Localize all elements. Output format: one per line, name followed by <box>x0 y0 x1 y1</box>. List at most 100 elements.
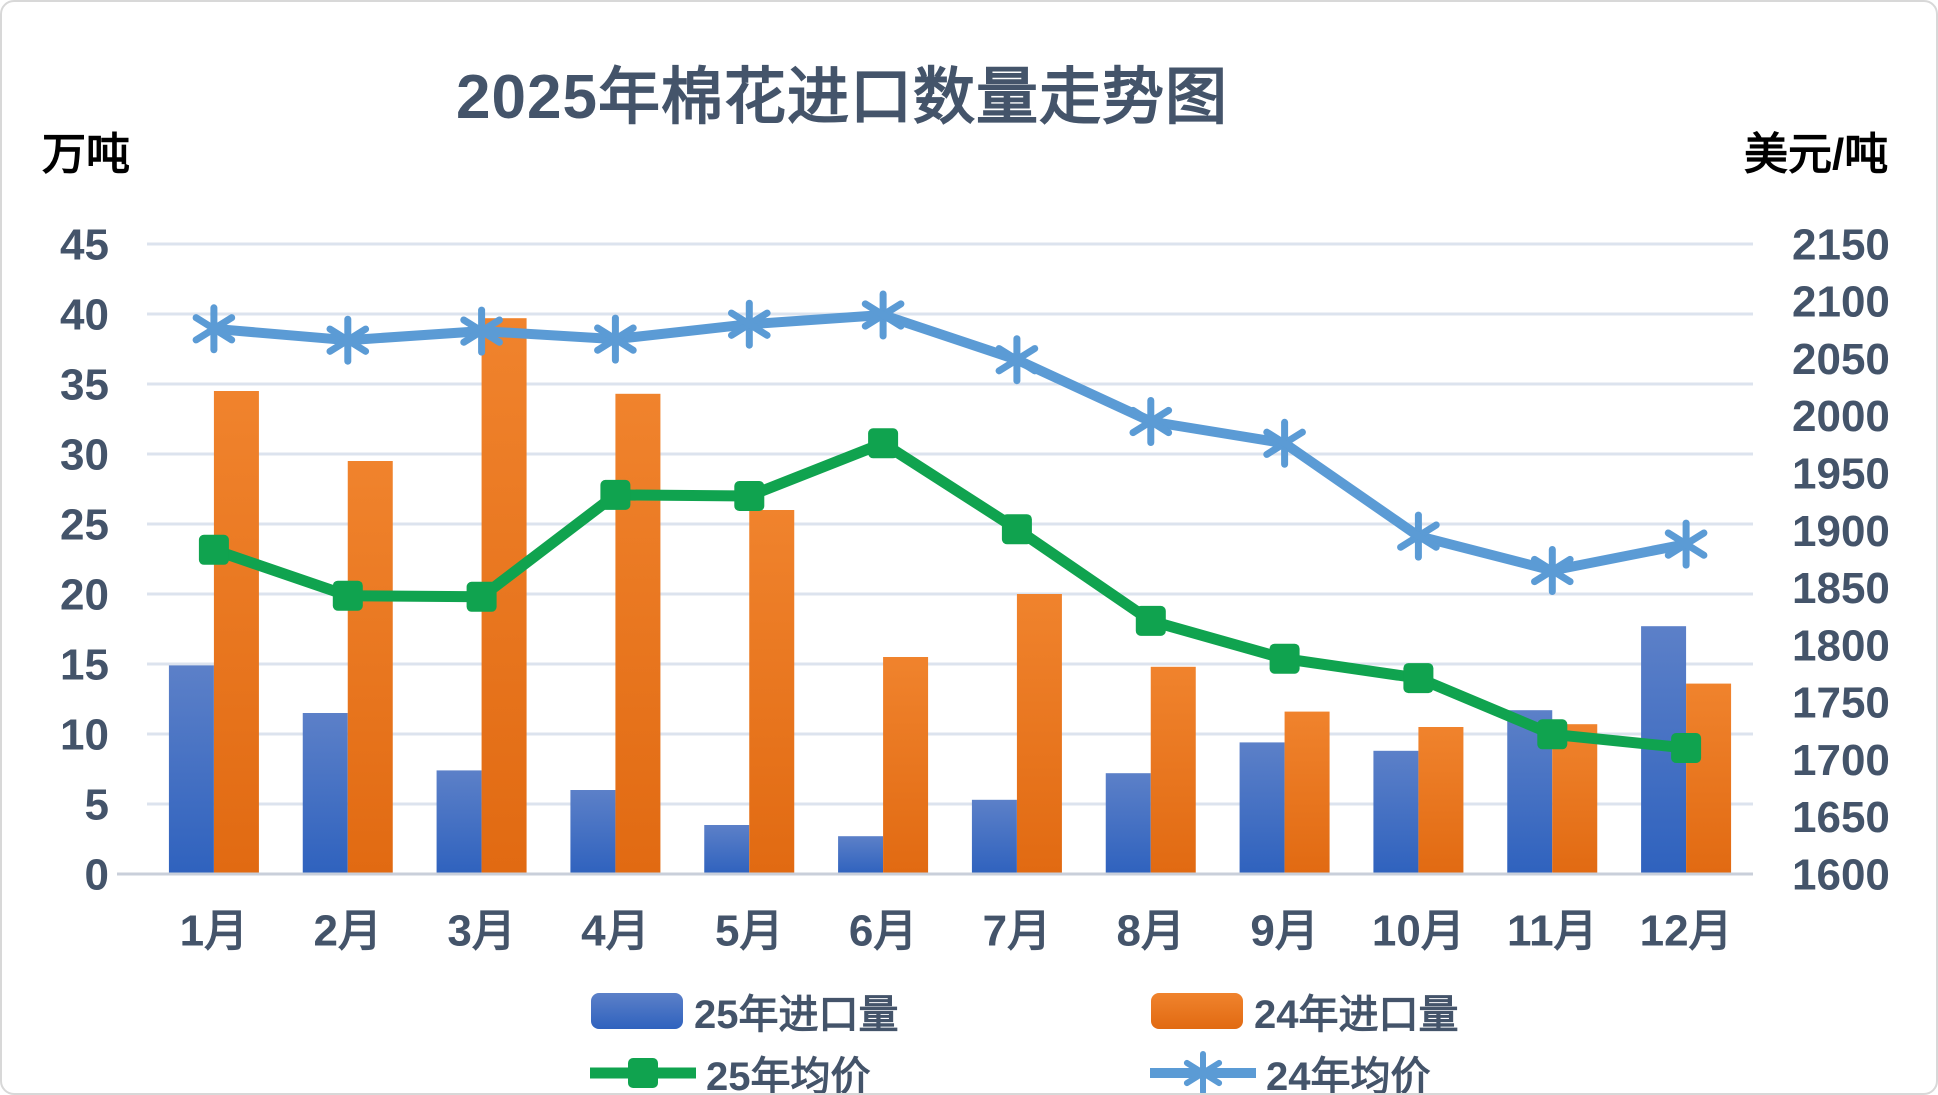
svg-text:6月: 6月 <box>849 906 917 955</box>
asterisk-marker <box>192 304 236 354</box>
bar <box>1150 666 1196 874</box>
svg-text:40: 40 <box>60 290 109 339</box>
svg-text:11月: 11月 <box>1507 906 1598 955</box>
svg-text:20: 20 <box>60 570 109 619</box>
square-marker <box>1269 643 1300 674</box>
right-axis-unit-label: 美元/吨 <box>1744 130 1889 179</box>
svg-text:10月: 10月 <box>1372 906 1465 955</box>
legend-line-swatch <box>590 1050 696 1093</box>
svg-text:45: 45 <box>60 220 109 269</box>
legend-item-import-25: 25年进口量 <box>590 982 899 1040</box>
legend-item-import-24: 24年进口量 <box>1150 982 1459 1040</box>
asterisk-marker <box>1129 397 1173 446</box>
svg-text:8月: 8月 <box>1117 906 1185 955</box>
legend-bar-swatch <box>1150 990 1244 1032</box>
svg-text:2050: 2050 <box>1792 335 1890 384</box>
svg-text:4月: 4月 <box>581 906 649 955</box>
legend-line-swatch <box>1150 1050 1256 1093</box>
svg-text:15: 15 <box>60 640 109 689</box>
bar <box>1016 594 1062 874</box>
bar-series-24-import <box>213 318 1732 874</box>
bar <box>704 825 750 874</box>
square-marker <box>1671 733 1702 763</box>
line-series-24-price <box>192 290 1708 595</box>
bar <box>1418 727 1464 874</box>
bar <box>1373 750 1419 874</box>
square-marker <box>734 481 765 511</box>
left-axis-unit-label: 万吨 <box>42 130 130 179</box>
square-marker <box>466 581 497 612</box>
bar <box>1686 683 1732 874</box>
legend-label: 25年进口量 <box>694 993 899 1037</box>
asterisk-marker <box>1530 546 1574 595</box>
svg-text:7月: 7月 <box>983 906 1051 955</box>
svg-text:10: 10 <box>60 710 109 759</box>
svg-text:3月: 3月 <box>447 906 515 955</box>
asterisk-marker <box>727 299 771 349</box>
legend-label: 24年进口量 <box>1254 993 1459 1037</box>
svg-text:1850: 1850 <box>1792 564 1890 613</box>
square-marker <box>1537 719 1568 750</box>
svg-text:2150: 2150 <box>1792 220 1890 269</box>
square-marker <box>198 534 229 565</box>
square-marker <box>1001 514 1032 545</box>
bar <box>971 799 1017 874</box>
asterisk-marker <box>460 306 503 356</box>
bar <box>615 393 661 874</box>
legend-label: 25年均价 <box>706 1055 871 1095</box>
square-marker <box>1135 605 1166 636</box>
bar <box>1239 742 1285 874</box>
svg-text:2月: 2月 <box>314 906 382 955</box>
asterisk-marker <box>1664 519 1708 569</box>
line-series-25-price <box>198 428 1702 763</box>
svg-text:1月: 1月 <box>180 906 248 955</box>
legend-item-price-25: 25年均价 <box>590 1044 871 1095</box>
svg-text:1900: 1900 <box>1792 507 1890 556</box>
asterisk-marker <box>326 315 370 365</box>
svg-text:0: 0 <box>85 850 109 899</box>
bar-series-25-import <box>168 626 1687 874</box>
bar <box>1284 711 1330 874</box>
asterisk-marker <box>1263 418 1306 468</box>
square-marker <box>868 428 899 459</box>
svg-text:12月: 12月 <box>1640 906 1733 955</box>
chart-title: 2025年棉花进口数量走势图 <box>456 63 1228 132</box>
legend-bar-swatch <box>590 990 684 1032</box>
svg-text:1800: 1800 <box>1792 621 1890 670</box>
svg-text:1600: 1600 <box>1792 850 1890 899</box>
square-marker <box>332 580 363 611</box>
bar <box>213 391 259 874</box>
square-marker <box>600 479 631 510</box>
legend-label: 24年均价 <box>1266 1055 1431 1095</box>
bar <box>883 657 929 874</box>
asterisk-marker <box>995 335 1039 385</box>
square-marker <box>1403 663 1434 694</box>
gridlines <box>147 242 1753 806</box>
bar <box>749 510 795 874</box>
svg-text:30: 30 <box>60 430 109 479</box>
asterisk-marker <box>861 290 905 340</box>
bar <box>168 665 214 874</box>
svg-text:1650: 1650 <box>1792 793 1890 842</box>
svg-text:1700: 1700 <box>1792 736 1890 785</box>
month-labels: 1月 2月 3月 4月 5月 6月 7月 8月 9月 10月 11月 12月 <box>180 906 1733 955</box>
bar <box>347 461 393 874</box>
bar <box>1105 773 1151 874</box>
asterisk-marker <box>1397 511 1440 561</box>
bar <box>838 836 884 874</box>
svg-text:35: 35 <box>60 360 109 409</box>
svg-text:5: 5 <box>85 780 109 829</box>
svg-text:1750: 1750 <box>1792 679 1890 728</box>
legend-item-price-24: 24年均价 <box>1150 1044 1431 1095</box>
left-axis-ticks: 45 40 35 30 25 20 15 10 5 0 <box>60 220 109 899</box>
svg-text:9月: 9月 <box>1250 906 1318 955</box>
bar <box>436 770 482 874</box>
asterisk-marker <box>594 314 637 364</box>
svg-text:5月: 5月 <box>715 906 783 955</box>
svg-text:2000: 2000 <box>1792 392 1890 441</box>
right-axis-ticks: 2150 2100 2050 2000 1950 1900 1850 1800 1750 1700… <box>1792 220 1890 899</box>
bar <box>570 790 616 874</box>
svg-text:1950: 1950 <box>1792 449 1890 498</box>
